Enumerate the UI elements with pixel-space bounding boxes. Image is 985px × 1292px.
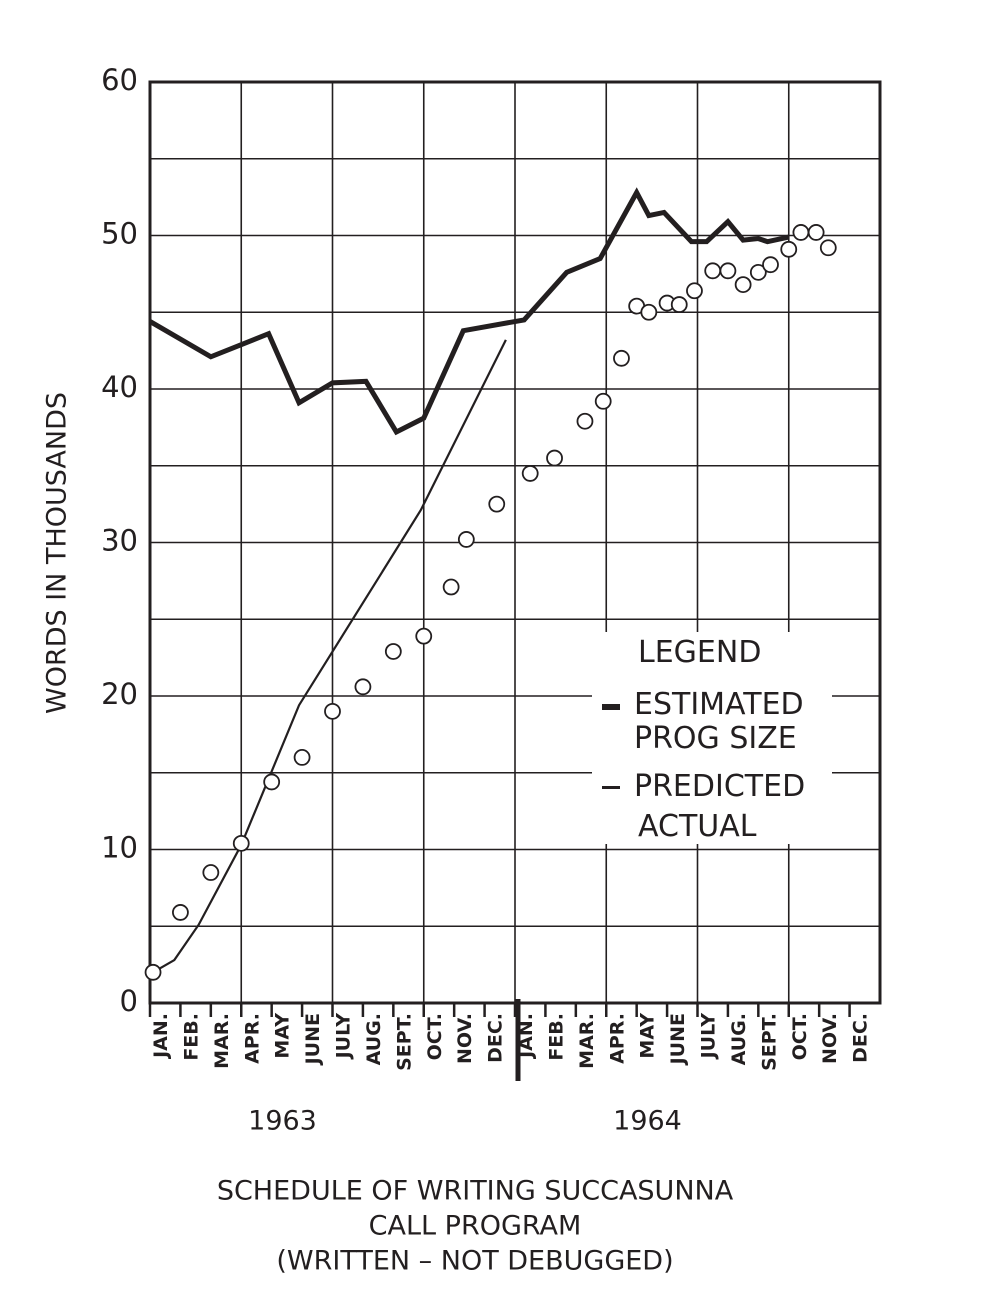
- data-point: [734, 276, 752, 294]
- x-tick-label: APR.: [241, 1013, 263, 1064]
- legend: LEGEND ESTIMATED PROG SIZE PREDICTED ACTUAL: [592, 632, 832, 844]
- data-point: [354, 678, 372, 696]
- x-tick-label: FEB.: [545, 1013, 567, 1061]
- data-point: [670, 296, 688, 313]
- x-tick-label: SEPT.: [393, 1013, 415, 1071]
- data-point: [792, 224, 810, 241]
- year-label: 1963: [248, 1106, 317, 1137]
- legend-label: PREDICTED: [634, 769, 806, 804]
- data-point: [521, 465, 539, 482]
- legend-title: LEGEND: [638, 635, 762, 670]
- data-point: [704, 262, 722, 280]
- x-tick-label: AUG.: [363, 1013, 385, 1065]
- x-tick-label: DEC.: [485, 1013, 507, 1063]
- data-point: [457, 531, 475, 548]
- data-point: [719, 262, 737, 280]
- legend-label: ACTUAL: [638, 809, 757, 844]
- data-point: [640, 303, 658, 321]
- data-point: [384, 643, 402, 660]
- x-tick-label: MAR.: [576, 1013, 598, 1069]
- series-line: [148, 187, 790, 436]
- x-tick-label: JAN.: [150, 1013, 172, 1060]
- data-point: [442, 578, 460, 596]
- y-tick-label: 0: [120, 984, 138, 1018]
- y-tick-label: 30: [101, 524, 138, 558]
- data-point: [807, 224, 825, 241]
- chart-title: (WRITTEN – NOT DEBUGGED): [276, 1246, 673, 1277]
- x-tick-label: MAR.: [211, 1013, 233, 1069]
- data-point: [819, 239, 837, 257]
- legend-swatch: [602, 704, 620, 710]
- data-point: [293, 749, 311, 766]
- x-tick-label: OCT.: [424, 1013, 446, 1060]
- x-tick-label: MAY: [637, 1013, 659, 1059]
- x-tick-label: JUNE: [667, 1013, 689, 1066]
- y-tick-label: 40: [101, 370, 138, 404]
- data-point: [263, 773, 281, 791]
- y-tick-label: 50: [101, 217, 138, 251]
- chart-title: CALL PROGRAM: [369, 1211, 582, 1242]
- data-point: [202, 864, 220, 881]
- chart-title: SCHEDULE OF WRITING SUCCASUNNA: [217, 1176, 734, 1207]
- plot-frame: [148, 80, 882, 1005]
- y-tick-label: 60: [101, 63, 138, 97]
- legend-label: ESTIMATED PROG SIZE: [634, 687, 804, 756]
- x-tick-label: SEPT.: [758, 1013, 780, 1071]
- y-axis-title: WORDS IN THOUSANDS: [42, 392, 73, 714]
- x-tick-label: JULY: [333, 1013, 355, 1061]
- x-tick-label: NOV.: [454, 1013, 476, 1064]
- x-tick-label: DEC.: [850, 1013, 872, 1063]
- data-point: [613, 349, 630, 367]
- data-point: [762, 256, 779, 274]
- x-tick-label: JULY: [698, 1013, 720, 1061]
- data-point: [594, 392, 612, 410]
- y-tick-label: 10: [101, 831, 138, 865]
- y-tick-label: 20: [101, 677, 138, 711]
- data-point: [232, 834, 250, 852]
- data-point: [488, 495, 506, 513]
- x-tick-label: MAY: [272, 1013, 294, 1059]
- data-point: [780, 240, 798, 258]
- data-point: [749, 263, 767, 281]
- x-tick-label: NOV.: [819, 1013, 841, 1064]
- data-point: [172, 904, 189, 921]
- legend-swatch: [602, 786, 620, 789]
- x-tick-label: JUNE: [302, 1013, 324, 1066]
- x-tick-label: AUG.: [728, 1013, 750, 1065]
- data-point: [415, 627, 433, 645]
- data-point: [324, 702, 341, 720]
- data-point: [546, 449, 563, 467]
- grid: [149, 81, 880, 1004]
- x-tick-label: OCT.: [789, 1013, 811, 1060]
- year-label: 1964: [613, 1106, 682, 1137]
- data-point: [576, 412, 594, 430]
- data-point: [686, 282, 703, 300]
- x-tick-label: APR.: [606, 1013, 628, 1064]
- x-tick-label: FEB.: [180, 1013, 202, 1061]
- data-point: [144, 963, 162, 981]
